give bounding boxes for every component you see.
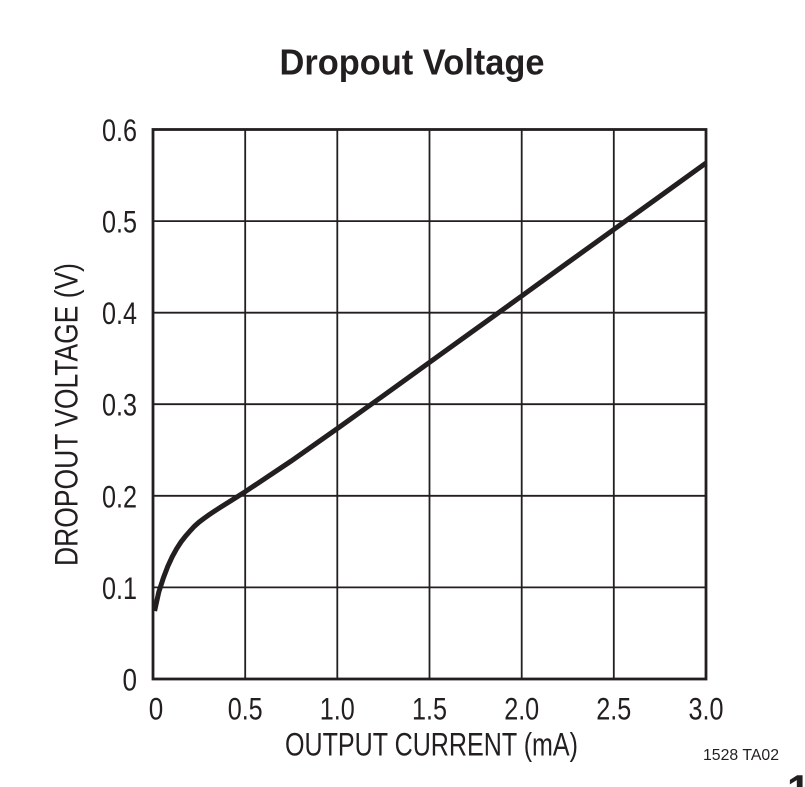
svg-text:OUTPUT CURRENT (mA): OUTPUT CURRENT (mA) xyxy=(285,727,578,763)
svg-text:2.0: 2.0 xyxy=(504,691,539,727)
svg-text:0.5: 0.5 xyxy=(102,204,137,240)
svg-text:Dropout Voltage: Dropout Voltage xyxy=(280,42,545,83)
svg-text:1.0: 1.0 xyxy=(320,691,355,727)
svg-text:1: 1 xyxy=(787,766,805,787)
svg-text:0: 0 xyxy=(149,691,164,727)
svg-text:0.3: 0.3 xyxy=(102,387,137,423)
svg-text:0.6: 0.6 xyxy=(102,112,137,148)
svg-text:0: 0 xyxy=(123,662,138,698)
svg-text:0.1: 0.1 xyxy=(102,570,137,606)
svg-text:DROPOUT VOLTAGE (V): DROPOUT VOLTAGE (V) xyxy=(49,263,85,566)
svg-text:4: 4 xyxy=(802,766,805,787)
svg-text:0.5: 0.5 xyxy=(228,691,263,727)
svg-text:3.0: 3.0 xyxy=(689,691,724,727)
svg-text:1.5: 1.5 xyxy=(412,691,447,727)
svg-text:0.4: 0.4 xyxy=(102,295,137,331)
svg-text:0.2: 0.2 xyxy=(102,478,137,514)
svg-text:2.5: 2.5 xyxy=(596,691,631,727)
svg-text:1528 TA02: 1528 TA02 xyxy=(703,747,779,764)
